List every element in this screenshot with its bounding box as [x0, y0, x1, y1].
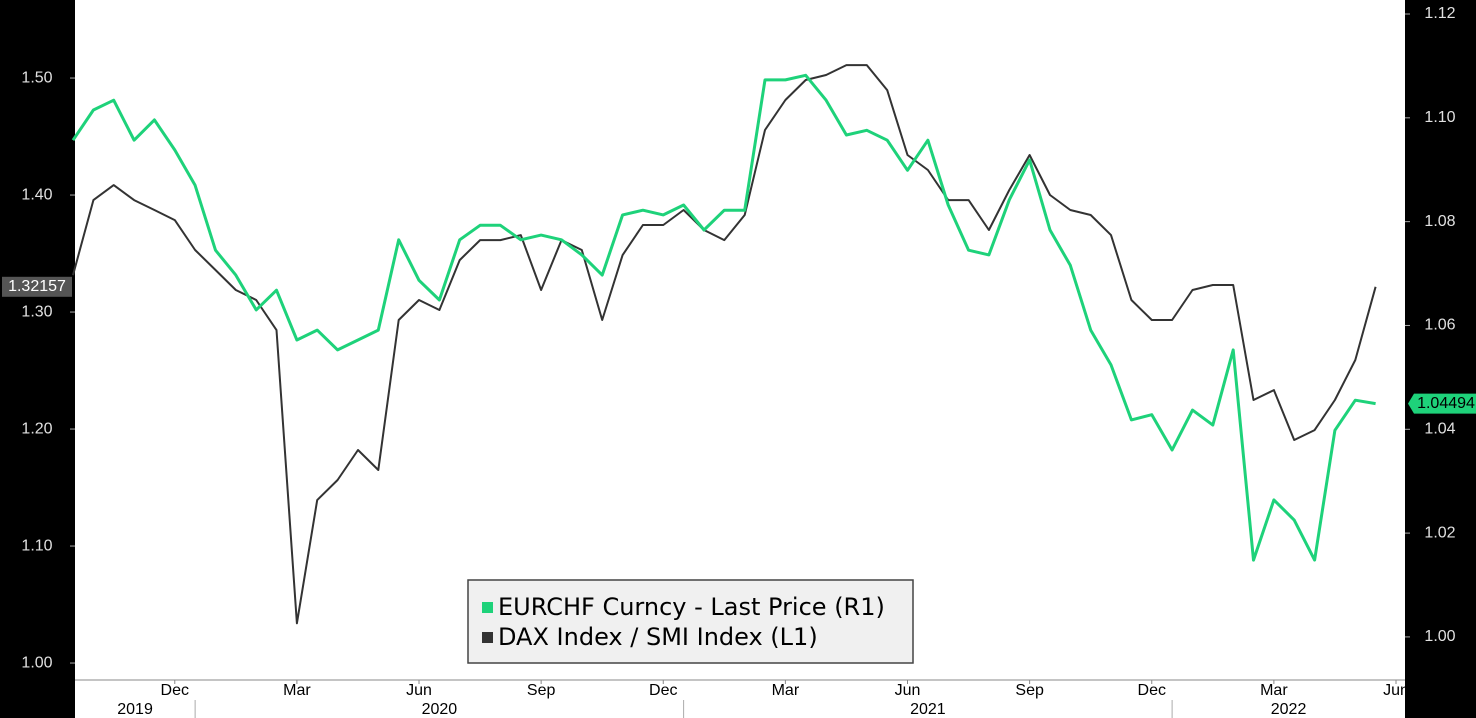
y2-tick-label: 1.04: [1424, 421, 1455, 438]
x-tick-label: Jun: [406, 682, 432, 699]
legend-label: DAX Index / SMI Index (L1): [498, 623, 818, 651]
y2-tick-label: 1.10: [1424, 109, 1455, 126]
year-label: 2020: [422, 701, 458, 718]
y-tick-label: 1.20: [21, 420, 52, 437]
last-value-label: 1.32157: [8, 278, 66, 295]
x-tick-label: Jun: [895, 682, 921, 699]
x-tick-label: Dec: [649, 682, 677, 699]
last-value-label: 1.04494: [1417, 395, 1475, 412]
y2-tick-label: 1.00: [1424, 628, 1455, 645]
legend-label: EURCHF Curncy - Last Price (R1): [498, 593, 885, 621]
x-tick-label: Sep: [527, 682, 556, 699]
x-tick-label: Dec: [1138, 682, 1166, 699]
y-tick-label: 1.30: [21, 303, 52, 320]
last-value-box: [2, 276, 72, 297]
year-label: 2021: [910, 701, 946, 718]
y-tick-label: 1.50: [21, 69, 52, 86]
last-value-box: [1408, 393, 1476, 414]
x-tick-label: Dec: [161, 682, 189, 699]
y-tick-label: 1.00: [21, 654, 52, 671]
series-line: [71, 73, 1376, 562]
left-axis-panel: [0, 0, 75, 718]
right-axis-panel: [1405, 0, 1476, 718]
y-tick-label: 1.40: [21, 186, 52, 203]
series-line: [72, 64, 1377, 625]
legend-swatch: [482, 632, 493, 643]
x-tick-label: Mar: [1260, 682, 1288, 699]
year-label: 2022: [1271, 701, 1307, 718]
x-tick-label: Jun: [1383, 682, 1409, 699]
legend-box: [467, 579, 914, 664]
y2-tick-label: 1.08: [1424, 213, 1455, 230]
x-tick-label: Sep: [1015, 682, 1044, 699]
x-tick-label: Mar: [772, 682, 800, 699]
y2-tick-label: 1.06: [1424, 317, 1455, 334]
y2-tick-label: 1.12: [1424, 5, 1455, 22]
y2-tick-label: 1.02: [1424, 524, 1455, 541]
x-tick-label: Mar: [283, 682, 311, 699]
legend-swatch: [482, 602, 493, 613]
y-tick-label: 1.10: [21, 537, 52, 554]
year-label: 2019: [117, 701, 153, 718]
